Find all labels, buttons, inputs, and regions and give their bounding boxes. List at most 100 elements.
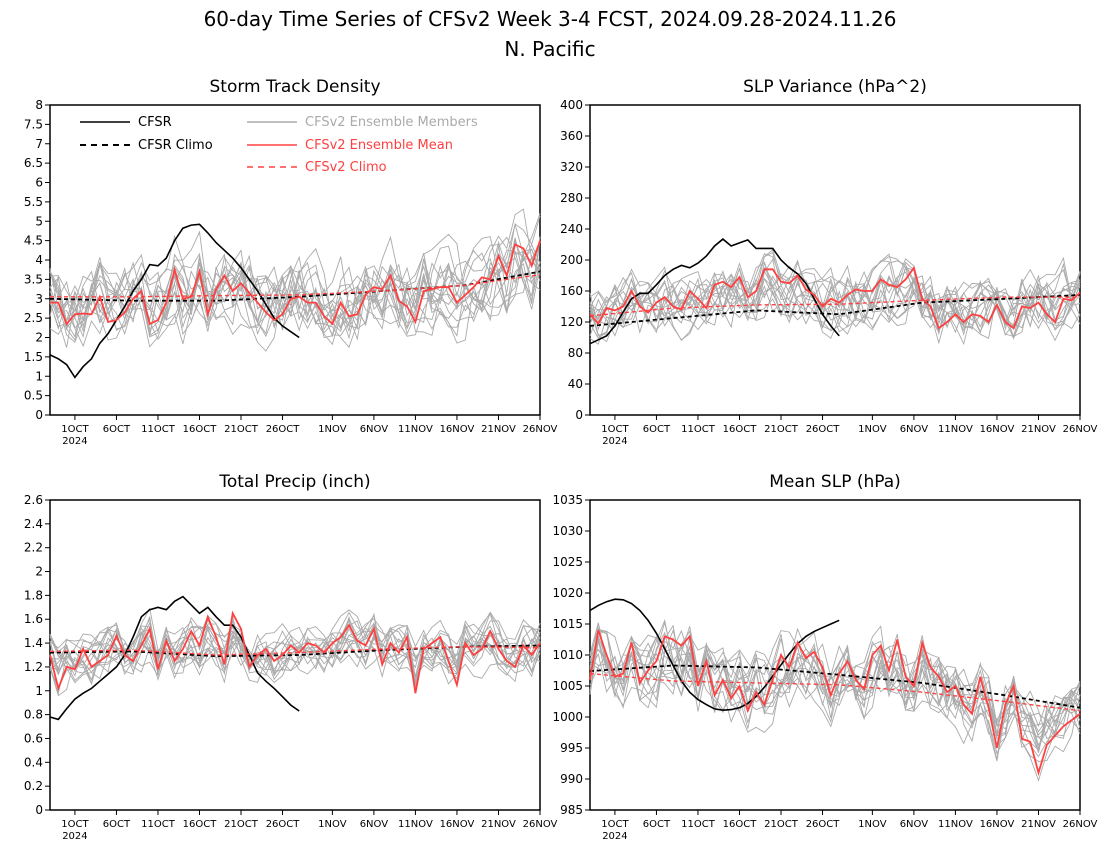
- y-tick-label: 80: [568, 346, 583, 360]
- x-tick-label: 1OCT: [601, 819, 629, 830]
- legend-label-members: CFSv2 Ensemble Members: [305, 115, 478, 130]
- y-tick-label: 360: [560, 129, 583, 143]
- y-tick-label: 0: [35, 408, 43, 422]
- ensemble-member-line: [49, 615, 541, 696]
- y-tick-label: 120: [560, 315, 583, 329]
- x-tick-label: 6NOV: [360, 424, 389, 435]
- x-tick-label: 26NOV: [1063, 424, 1098, 435]
- y-tick-label: 1025: [552, 555, 583, 569]
- x-tick-label: 1NOV: [318, 819, 347, 830]
- x-tick-year: 2024: [602, 436, 627, 447]
- y-tick-label: 0.6: [24, 731, 43, 745]
- x-tick-label: 26NOV: [523, 819, 558, 830]
- panel-title-meanslp: Mean SLP (hPa): [769, 472, 901, 492]
- x-tick-label: 6NOV: [900, 819, 929, 830]
- ensemble-member-line: [589, 253, 1081, 341]
- x-tick-label: 6NOV: [360, 819, 389, 830]
- panel-meanslp: 985 990 995 1000 1005 1010 1015 1020 1025 1030 103…: [552, 493, 1097, 842]
- y-tick-label: 3: [35, 292, 43, 306]
- x-tick-label: 21OCT: [224, 424, 259, 435]
- cfsv2-climo-line: [589, 672, 1081, 712]
- y-tick-label: 7.5: [24, 117, 43, 131]
- legend-label-cfsr: CFSR: [138, 115, 172, 130]
- ensemble-member-line: [589, 629, 1081, 751]
- legend-label-mean: CFSv2 Ensemble Mean: [305, 138, 453, 153]
- ensemble-member-line: [589, 627, 1081, 745]
- y-tick-label: 1.8: [24, 588, 43, 602]
- x-tick-label: 11OCT: [681, 819, 716, 830]
- y-tick-label: 985: [560, 803, 583, 817]
- y-tick-label: 1010: [552, 648, 583, 662]
- y-tick-label: 0.4: [24, 755, 43, 769]
- x-tick-label: 26OCT: [806, 819, 841, 830]
- x-tick-year: 2024: [62, 831, 87, 842]
- y-tick-label: 2.2: [24, 541, 43, 555]
- x-tick-label: 6OCT: [103, 424, 131, 435]
- cfsv2-climo-line: [49, 645, 541, 656]
- x-tick-label: 1OCT: [61, 424, 89, 435]
- y-tick-label: 1020: [552, 586, 583, 600]
- figure-title: 60-day Time Series of CFSv2 Week 3-4 FCS…: [204, 7, 897, 31]
- y-tick-label: 6: [35, 176, 43, 190]
- x-tick-label: 11NOV: [398, 819, 433, 830]
- x-tick-label: 26OCT: [266, 424, 301, 435]
- y-tick-label: 1.6: [24, 612, 43, 626]
- y-tick-label: 1030: [552, 524, 583, 538]
- ensemble-member-line: [49, 213, 541, 337]
- y-tick-label: 2: [35, 331, 43, 345]
- ensemble-mean-line: [589, 265, 1081, 330]
- plot-frame: [49, 104, 541, 416]
- cfsr-line: [589, 238, 840, 345]
- y-tick-label: 0.5: [24, 389, 43, 403]
- ensemble-member-line: [589, 261, 1081, 333]
- x-tick-label: 16NOV: [980, 819, 1015, 830]
- x-tick-label: 11OCT: [141, 819, 176, 830]
- x-tick-label: 6OCT: [643, 424, 671, 435]
- x-tick-label: 26OCT: [266, 819, 301, 830]
- panel-storm: 0 0.5 1 1.5 2 2.5 3 3.5 4 4.5 5 5.5 6 6.5 7 7.5 8 1OCT202…: [24, 98, 558, 447]
- y-tick-label: 2.5: [24, 311, 43, 325]
- x-tick-label: 11NOV: [938, 424, 973, 435]
- x-tick-label: 21OCT: [764, 819, 799, 830]
- ensemble-mean-line: [50, 240, 541, 326]
- y-tick-label: 2.6: [24, 493, 43, 507]
- x-tick-label: 1OCT: [601, 424, 629, 435]
- cfsr-line: [49, 223, 300, 379]
- y-tick-label: 200: [560, 253, 583, 267]
- x-tick-year: 2024: [602, 831, 627, 842]
- ensemble-member-line: [49, 245, 541, 341]
- y-tick-label: 320: [560, 160, 583, 174]
- y-tick-label: 8: [35, 98, 43, 112]
- y-tick-label: 1000: [552, 710, 583, 724]
- y-tick-label: 1: [35, 684, 43, 698]
- ensemble-member-line: [49, 215, 541, 343]
- y-tick-label: 990: [560, 772, 583, 786]
- y-tick-label: 40: [568, 377, 583, 391]
- y-tick-label: 1: [35, 369, 43, 383]
- x-tick-label: 1NOV: [858, 819, 887, 830]
- y-tick-label: 5.5: [24, 195, 43, 209]
- x-tick-label: 16NOV: [980, 424, 1015, 435]
- y-tick-label: 1.2: [24, 660, 43, 674]
- panel-precip: 0 0.2 0.4 0.6 0.8 1 1.2 1.4 1.6 1.8 2 2.2 2.4 2.6 1OCT…: [24, 493, 558, 842]
- y-tick-label: 1035: [552, 493, 583, 507]
- y-tick-label: 3.5: [24, 272, 43, 286]
- x-tick-label: 11OCT: [681, 424, 716, 435]
- y-tick-label: 1.5: [24, 350, 43, 364]
- x-tick-year: 2024: [62, 436, 87, 447]
- y-tick-label: 160: [560, 284, 583, 298]
- x-tick-label: 1OCT: [61, 819, 89, 830]
- x-tick-label: 1NOV: [858, 424, 887, 435]
- x-tick-label: 11OCT: [141, 424, 176, 435]
- legend-label-cfsr-climo: CFSR Climo: [138, 138, 213, 153]
- x-tick-label: 16OCT: [723, 424, 758, 435]
- panel-title-precip: Total Precip (inch): [218, 472, 370, 492]
- ensemble-member-line: [49, 234, 541, 349]
- ensemble-mean-line: [49, 610, 541, 694]
- y-tick-label: 400: [560, 98, 583, 112]
- y-tick-label: 6.5: [24, 156, 43, 170]
- ensemble-member-line: [49, 618, 541, 683]
- y-tick-label: 2.4: [24, 517, 43, 531]
- x-tick-label: 11NOV: [398, 424, 433, 435]
